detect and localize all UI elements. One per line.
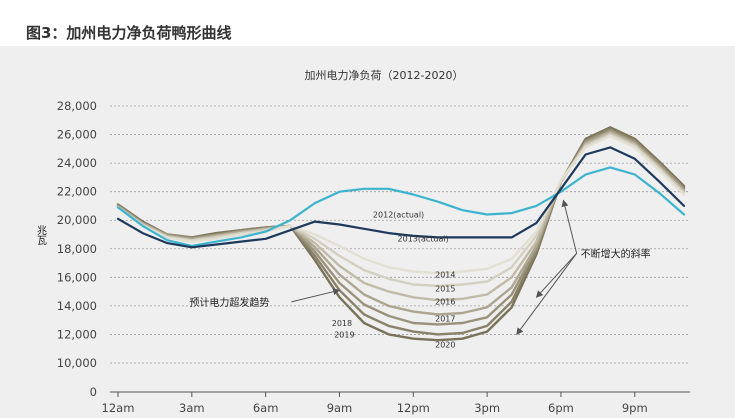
series-line-2014 bbox=[116, 134, 686, 275]
series-label: 2018 bbox=[332, 319, 352, 328]
series-label: 2016 bbox=[435, 297, 455, 306]
y-tick-label: 26,000 bbox=[57, 128, 97, 142]
y-tick-label: 12,000 bbox=[57, 327, 97, 341]
series-label: 2012(actual) bbox=[373, 210, 424, 219]
x-tick-label: 6pm bbox=[548, 401, 574, 415]
x-tick-label: 9pm bbox=[622, 401, 648, 415]
figure-title: 图3：加州电力净负荷鸭形曲线 bbox=[26, 24, 232, 42]
y-tick-label: 18,000 bbox=[57, 242, 97, 256]
series-line-2012-actual bbox=[116, 166, 686, 247]
annotation-arrow bbox=[516, 253, 578, 336]
annotation-arrow bbox=[535, 253, 578, 298]
x-tick-label: 12pm bbox=[397, 401, 430, 415]
y-tick-label: 20,000 bbox=[57, 213, 97, 227]
x-tick-label: 6am bbox=[253, 401, 279, 415]
series-label: 2013(actual) bbox=[398, 235, 449, 244]
x-tick-label: 3am bbox=[179, 401, 205, 415]
annotation-ramp-slope: 不断增大的斜率 bbox=[581, 247, 651, 260]
y-axis-label: 兆瓦 bbox=[35, 225, 47, 245]
annotation-arrow bbox=[291, 288, 341, 303]
series-label: 2014 bbox=[435, 270, 455, 279]
y-tick-label: 28,000 bbox=[57, 99, 97, 113]
x-tick-label: 3pm bbox=[474, 401, 500, 415]
series-line-2013-actual bbox=[116, 146, 686, 249]
series-line-2015 bbox=[116, 133, 686, 288]
chart-panel bbox=[0, 46, 735, 418]
series-label: 2019 bbox=[334, 330, 354, 339]
annotation-arrow bbox=[561, 199, 578, 254]
y-tick-label: 10,000 bbox=[57, 356, 97, 370]
y-tick-label: 16,000 bbox=[57, 270, 97, 284]
y-tick-label: 0 bbox=[90, 385, 97, 399]
series-label: 2015 bbox=[435, 285, 455, 294]
y-tick-label: 14,000 bbox=[57, 299, 97, 313]
x-tick-label: 12am bbox=[102, 401, 135, 415]
x-tick-label: 9am bbox=[327, 401, 353, 415]
chart-title: 加州电力净负荷（2012-2020） bbox=[305, 68, 464, 82]
annotation-overgeneration: 预计电力超发趋势 bbox=[189, 296, 269, 309]
y-tick-label: 22,000 bbox=[57, 185, 97, 199]
series-line-2017 bbox=[116, 130, 686, 316]
y-tick-label: 24,000 bbox=[57, 156, 97, 170]
series-line-2016 bbox=[116, 131, 686, 302]
series-label: 2020 bbox=[435, 340, 455, 349]
series-label: 2017 bbox=[435, 315, 455, 324]
